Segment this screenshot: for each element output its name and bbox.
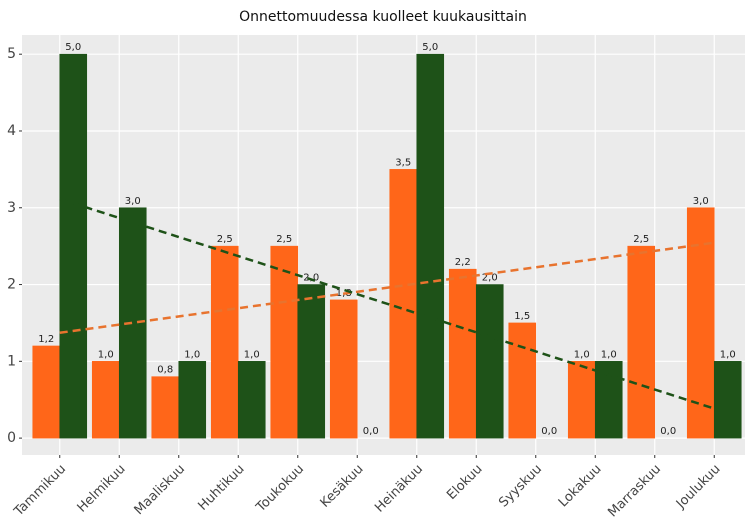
data-label: 1,0 xyxy=(184,349,200,360)
data-label: 1,0 xyxy=(244,349,260,360)
y-tick-label: 5 xyxy=(7,46,16,62)
bar xyxy=(329,299,358,439)
data-label: 5,0 xyxy=(422,42,438,53)
bar xyxy=(270,245,299,439)
y-tick-label: 4 xyxy=(7,123,16,139)
chart-title: Onnettomuudessa kuolleet kuukausittain xyxy=(239,9,527,25)
x-tick-label: Joulukuu xyxy=(673,462,724,513)
data-label: 2,0 xyxy=(303,273,319,284)
y-tick-label: 1 xyxy=(7,353,16,369)
data-label: 1,0 xyxy=(601,349,617,360)
x-tick-label: Lokakuu xyxy=(556,462,605,511)
data-label: 1,0 xyxy=(98,349,114,360)
bar xyxy=(237,361,266,439)
x-tick-label: Heinäkuu xyxy=(372,462,426,516)
bar xyxy=(627,245,656,439)
trend-line xyxy=(59,197,715,410)
data-label: 0,0 xyxy=(660,426,676,437)
x-tick-label: Tammikuu xyxy=(11,462,69,520)
y-tick-label: 2 xyxy=(7,277,16,293)
data-label: 2,5 xyxy=(217,234,233,245)
data-label: 1,2 xyxy=(38,334,54,345)
bar xyxy=(32,345,61,439)
y-tick-label: 0 xyxy=(7,430,16,446)
x-tick-label: Marraskuu xyxy=(605,462,664,521)
data-label: 0,0 xyxy=(541,426,557,437)
data-label: 1,0 xyxy=(720,349,736,360)
bar xyxy=(567,361,596,439)
bar xyxy=(118,207,147,439)
x-tick-label: Kesäkuu xyxy=(318,462,367,511)
bar xyxy=(59,53,88,439)
data-label: 0,0 xyxy=(363,426,379,437)
data-label: 3,5 xyxy=(395,157,411,168)
data-label: 1,5 xyxy=(514,311,530,322)
bar xyxy=(178,361,207,439)
trend-line xyxy=(59,241,715,335)
data-label: 3,0 xyxy=(125,196,141,207)
bar xyxy=(210,245,239,439)
bar xyxy=(416,53,445,439)
data-label: 1,0 xyxy=(574,349,590,360)
bar xyxy=(389,169,418,439)
data-label: 0,8 xyxy=(157,365,173,376)
x-tick-label: Toukokuu xyxy=(253,462,307,516)
data-label: 2,2 xyxy=(455,257,471,268)
data-label: 2,5 xyxy=(633,234,649,245)
x-tick-label: Elokuu xyxy=(444,462,485,503)
bar xyxy=(297,284,326,439)
data-label: 2,0 xyxy=(482,273,498,284)
data-label: 5,0 xyxy=(65,42,81,53)
bar xyxy=(448,268,477,439)
x-tick-label: Helmikuu xyxy=(75,462,129,516)
x-tick-label: Syyskuu xyxy=(496,462,545,511)
y-tick-label: 3 xyxy=(7,200,16,216)
bar xyxy=(508,322,537,439)
bar xyxy=(151,376,180,439)
x-tick-label: Huhtikuu xyxy=(196,462,248,514)
data-label: 3,0 xyxy=(693,196,709,207)
bar xyxy=(475,284,504,439)
bar xyxy=(91,361,120,439)
bar xyxy=(713,361,742,439)
x-tick-label: Maaliskuu xyxy=(132,462,188,518)
data-label: 2,5 xyxy=(276,234,292,245)
